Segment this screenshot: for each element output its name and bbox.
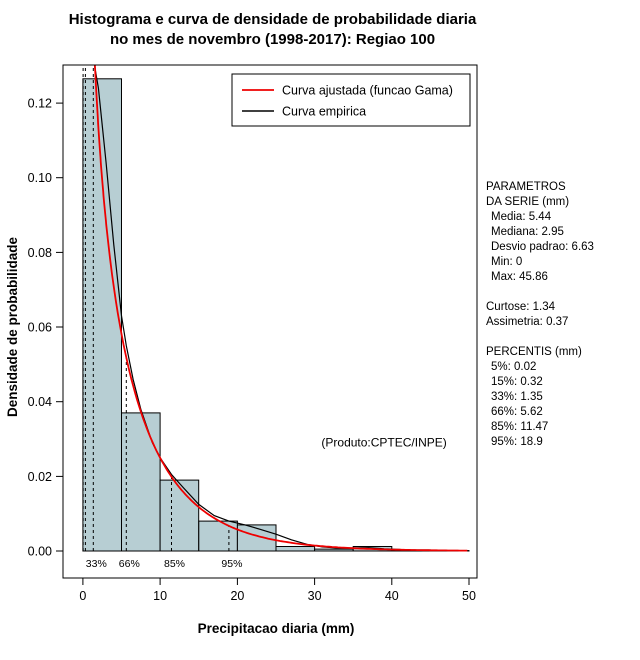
stats-line: Curtose: 1.34	[486, 301, 556, 313]
y-tick-label: 0.00	[28, 545, 52, 559]
y-axis-title: Densidade de probabilidade	[5, 236, 20, 417]
stats-line: Mediana: 2.95	[491, 226, 564, 238]
y-tick-label: 0.06	[28, 321, 52, 335]
stats-line: Min: 0	[491, 256, 523, 268]
y-tick-label: 0.04	[28, 395, 52, 409]
plot-border	[62, 64, 478, 579]
stats-line: Assimetria: 0.37	[486, 316, 569, 328]
x-tick-label: 0	[79, 589, 86, 603]
histogram-bar	[121, 412, 161, 552]
percentile-label: 33%	[86, 558, 107, 570]
histogram-bar	[314, 548, 354, 552]
chart-title: Histograma e curva de densidade de proba…	[0, 10, 545, 50]
legend-label: Curva empirica	[282, 105, 366, 119]
stats-line: PARAMETROS	[486, 181, 566, 193]
legend-label: Curva ajustada (funcao Gama)	[282, 84, 453, 98]
stats-line: 15%: 0.32	[491, 376, 543, 388]
histogram-bar	[275, 546, 316, 552]
x-tick-label: 40	[385, 589, 399, 603]
histogram-bar	[236, 524, 277, 552]
stats-line: PERCENTIS (mm)	[486, 346, 582, 358]
y-tick-label: 0.10	[28, 171, 52, 185]
stats-spacer	[486, 285, 594, 300]
percentile-label: 85%	[164, 558, 185, 570]
stats-line: 85%: 11.47	[491, 421, 549, 433]
y-tick-label: 0.02	[28, 470, 52, 484]
y-tick-label: 0.12	[28, 97, 52, 111]
x-tick-label: 30	[308, 589, 322, 603]
percentile-label: 95%	[221, 558, 242, 570]
stats-line: Media: 5.44	[491, 211, 552, 223]
percentile-lines	[82, 65, 230, 551]
stats-line: Max: 45.86	[491, 271, 548, 283]
chart-title-line2: no mes de novembro (1998-2017): Regiao 1…	[109, 31, 436, 48]
stats-line: 33%: 1.35	[491, 391, 543, 403]
x-axis-title: Precipitacao diaria (mm)	[198, 621, 355, 636]
stats-line: 5%: 0.02	[491, 361, 537, 373]
histogram-bar	[82, 78, 122, 552]
legend-box	[231, 73, 471, 127]
gamma-curve	[94, 65, 468, 552]
stats-panel: PARAMETROS DA SERIE (mm) Media: 5.44 Median…	[486, 180, 594, 450]
x-tick-label: 10	[153, 589, 167, 603]
chart-title-line1: Histograma e curva de densidade de proba…	[68, 11, 477, 28]
x-tick-label: 50	[462, 589, 476, 603]
stats-line: Desvio padrao: 6.63	[491, 241, 594, 253]
stats-line: 66%: 5.62	[491, 406, 543, 418]
histogram-bar	[198, 520, 238, 552]
stats-line: 95%: 18.9	[491, 436, 543, 448]
percentile-label: 66%	[119, 558, 140, 570]
stats-spacer	[486, 330, 594, 345]
stats-line: DA SERIE (mm)	[486, 196, 570, 208]
product-annotation: (Produto:CPTEC/INPE)	[321, 436, 446, 450]
x-tick-label: 20	[230, 589, 244, 603]
histogram-bars	[82, 78, 470, 552]
y-tick-label: 0.08	[28, 246, 52, 260]
histogram-bar	[159, 479, 200, 552]
